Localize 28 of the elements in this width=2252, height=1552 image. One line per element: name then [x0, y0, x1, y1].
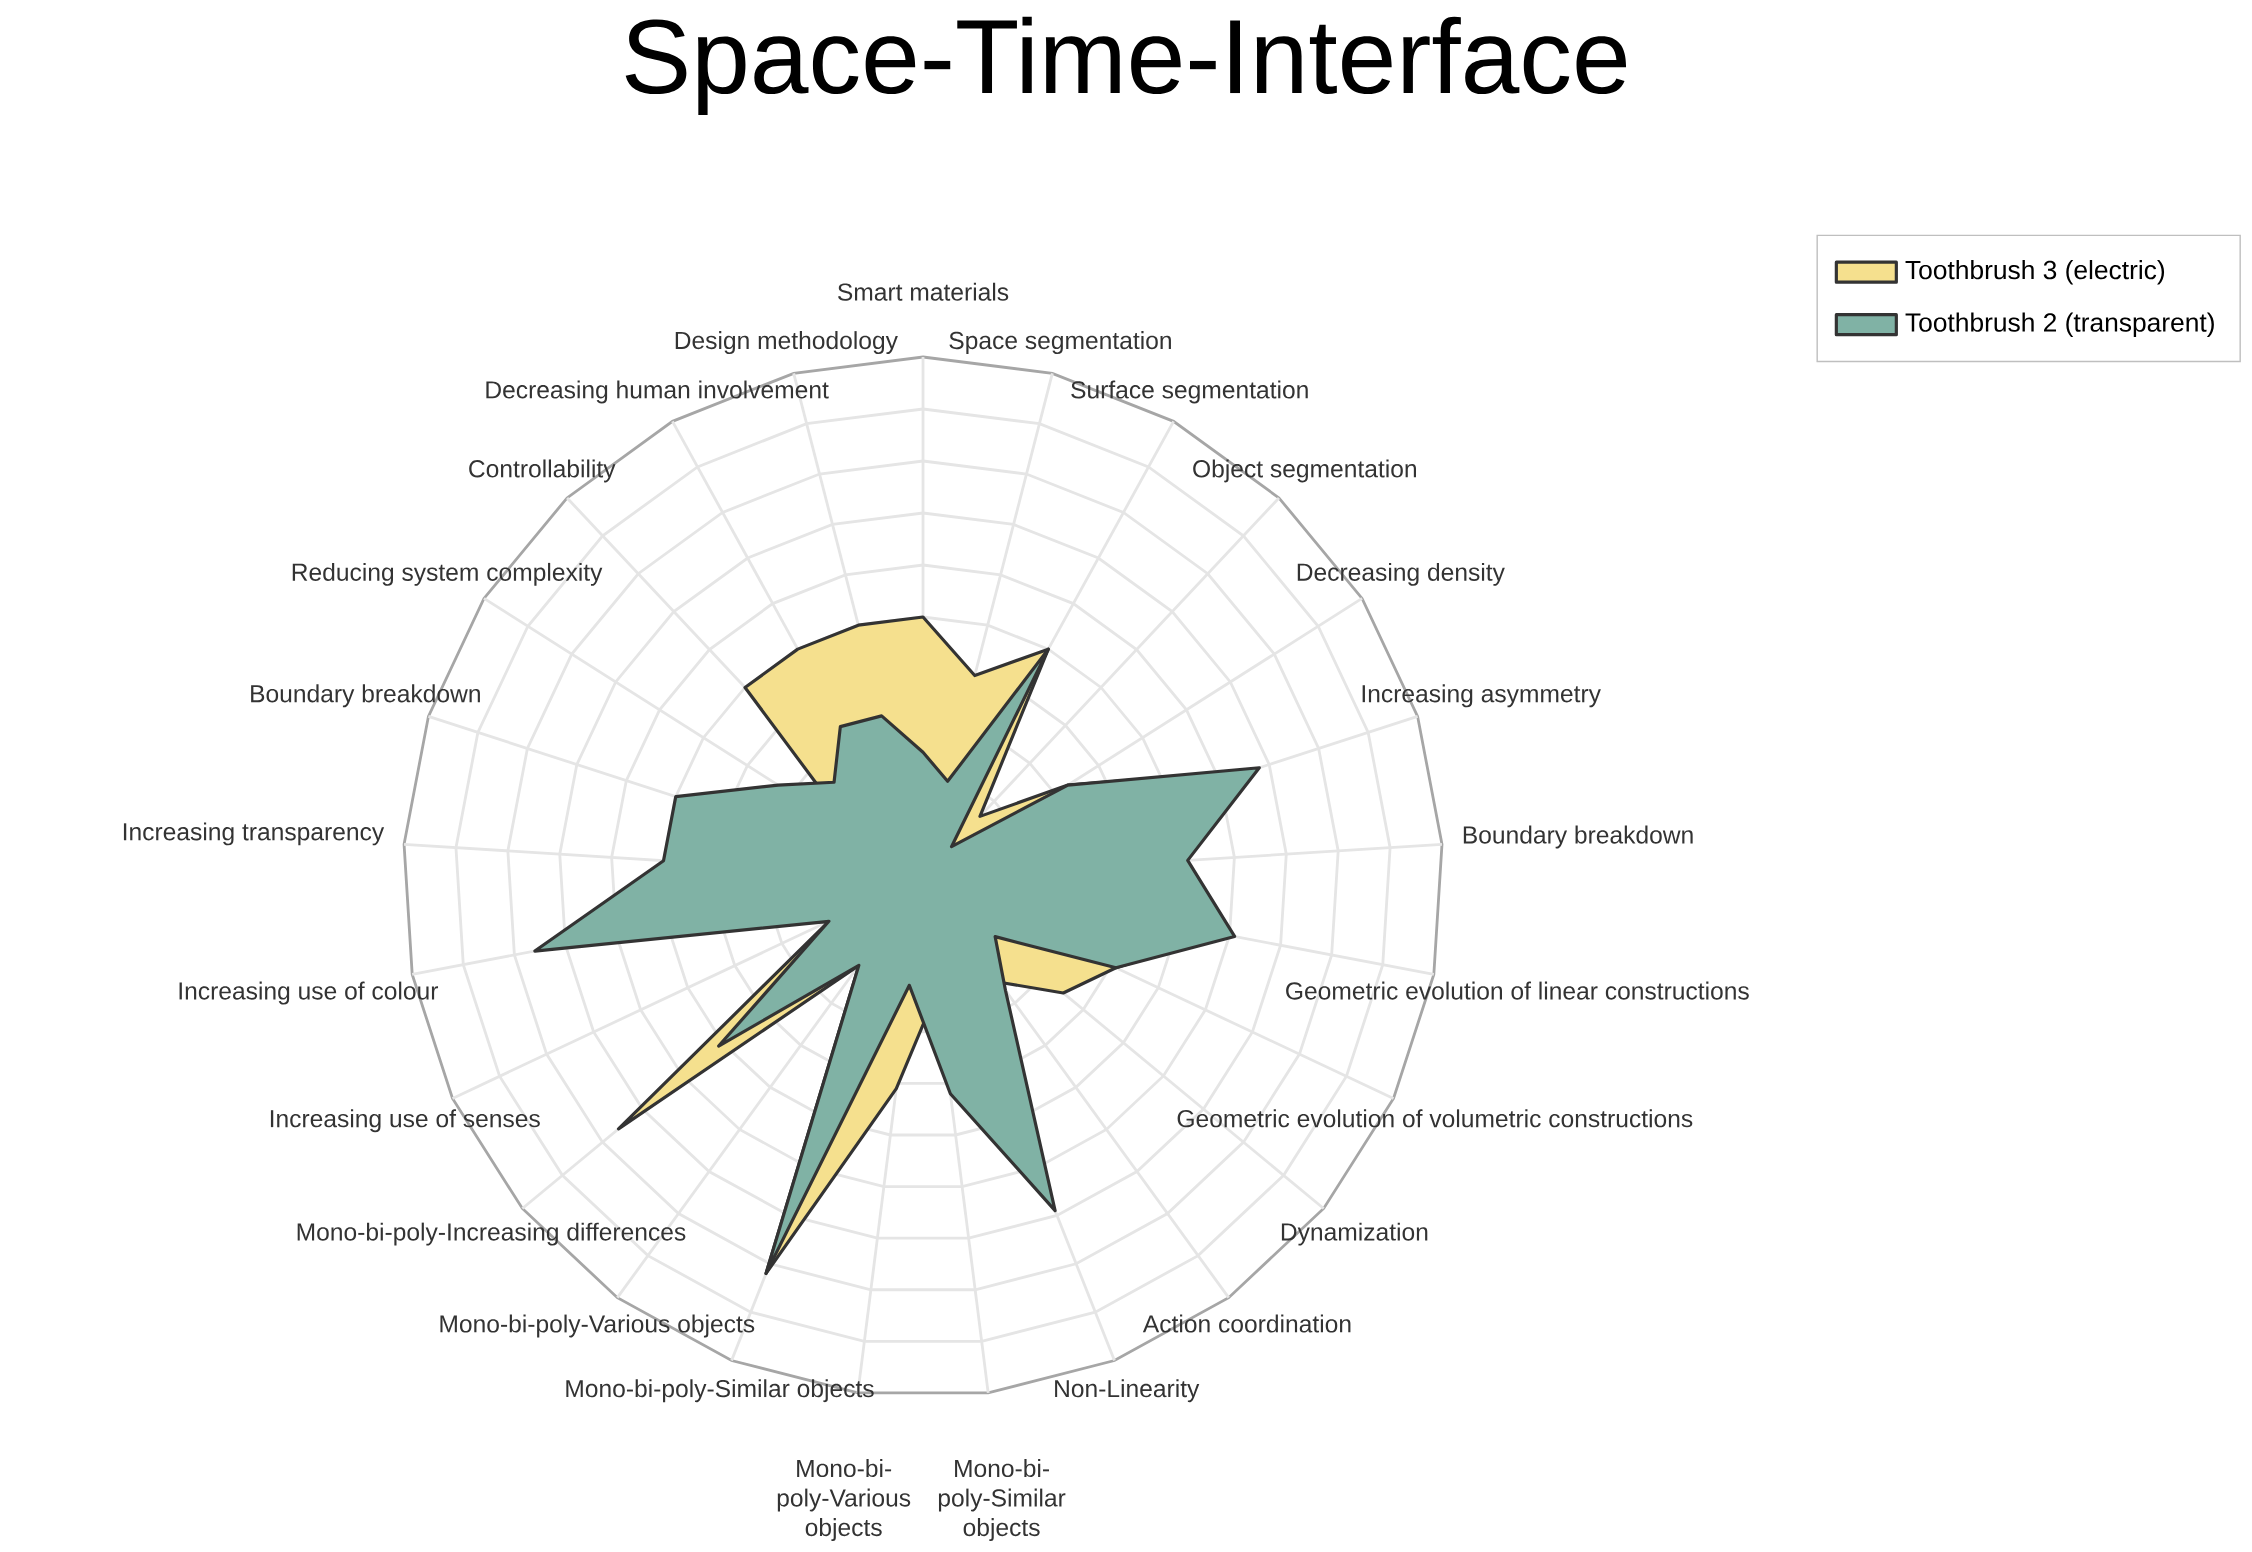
spoke-label: Increasing asymmetry	[1362, 684, 1601, 708]
chart-title: Space-Time-Interface	[625, 16, 1627, 115]
spoke-label: Action coordination	[1142, 1314, 1351, 1333]
spoke-label: Increasing use of senses	[270, 1109, 540, 1133]
spoke-label: Geometric evolution of volumetric constructions	[1177, 1109, 1693, 1128]
spoke-label: Mono-bi-poly-Similar objects	[566, 1379, 874, 1403]
spoke-label: Design methodology	[675, 331, 898, 355]
spoke-label: Increasing use of colour	[179, 981, 439, 1005]
spoke-label: Controllability	[469, 459, 616, 483]
spoke-label: Geometric evolution of linear constructions	[1286, 981, 1749, 1000]
spoke-label: Boundary breakdown	[1463, 825, 1693, 849]
spoke-label: Mono-bi-poly-Various objects	[440, 1314, 755, 1338]
spoke-label: Mono-bi-poly-Similar objects	[938, 1459, 1066, 1542]
spoke-label: Decreasing human involvement	[486, 380, 829, 404]
legend-label: Toothbrush 3 (electric)	[1905, 260, 2165, 285]
spoke-label: Mono-bi-poly-Various objects	[777, 1459, 911, 1542]
spoke-label: Space segmentation	[949, 331, 1171, 355]
spoke-label: Decreasing density	[1297, 562, 1505, 586]
spoke-label: Non-Linearity	[1055, 1379, 1200, 1403]
spoke-label: Smart materials	[837, 282, 1009, 301]
spoke-label: Object segmentation	[1193, 459, 1416, 483]
spoke-label: Increasing transparency	[123, 822, 385, 846]
legend-label: Toothbrush 2 (transparent)	[1905, 312, 2214, 338]
spoke-label: Dynamization	[1281, 1222, 1428, 1246]
spoke-label: Mono-bi-poly-Increasing differences	[297, 1222, 686, 1246]
spoke-label: Boundary breakdown	[251, 684, 480, 708]
spoke-label: Surface segmentation	[1071, 380, 1308, 404]
spoke-label: Reducing system complexity	[292, 562, 603, 586]
